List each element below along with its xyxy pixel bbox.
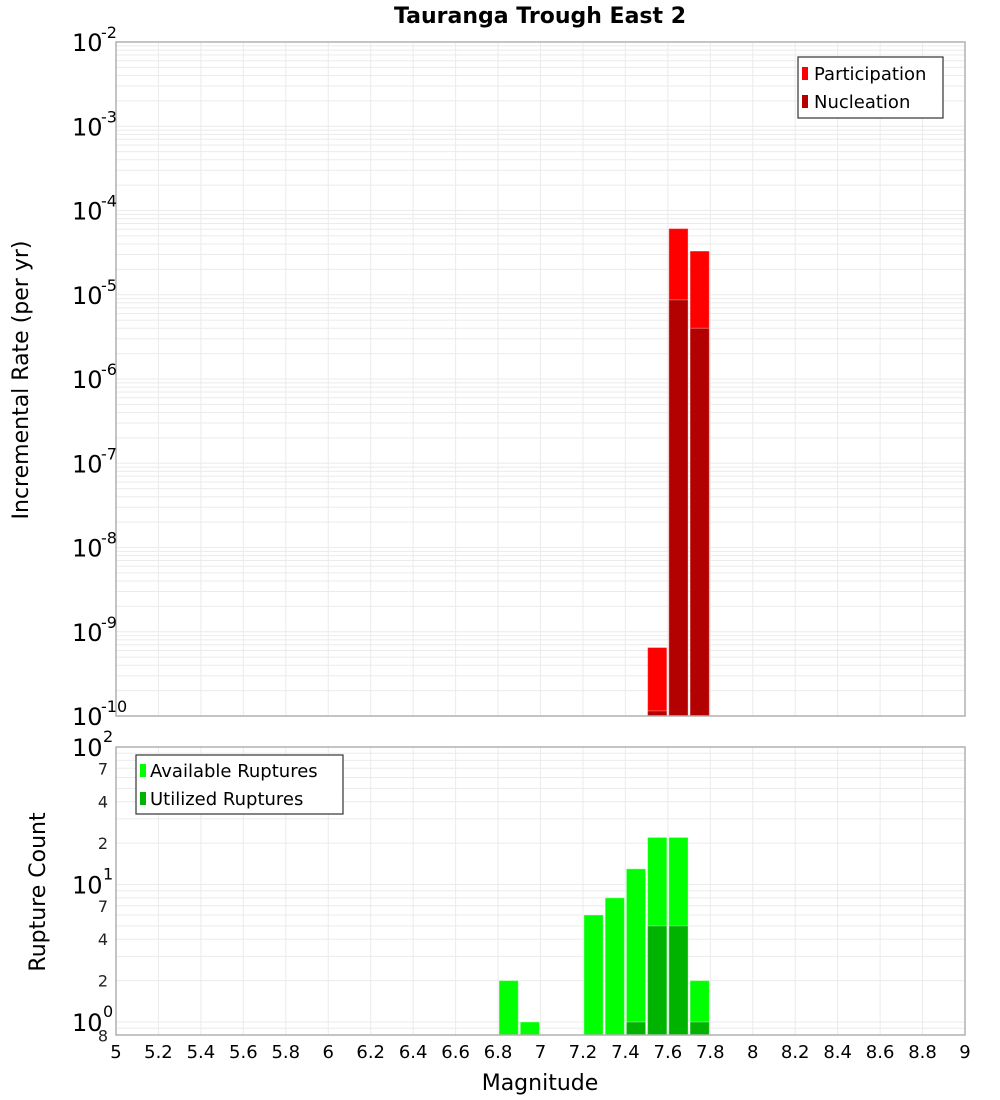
x-tick-label: 5.8 — [271, 1042, 300, 1063]
y-tick-label: 10 — [72, 703, 103, 731]
y-tick-exponent: 0 — [103, 1002, 113, 1021]
y-tick-label: 10 — [72, 198, 103, 226]
y-minor-tick-label: 2 — [98, 972, 108, 991]
y-tick-exponent: -7 — [101, 444, 117, 463]
y-tick-label: 10 — [72, 734, 103, 762]
x-tick-label: 5.2 — [144, 1042, 173, 1063]
x-tick-label: 9 — [959, 1042, 970, 1063]
x-axis-label: Magnitude — [482, 1071, 599, 1096]
y-tick-label: 10 — [72, 450, 103, 478]
y-minor-tick-label: 4 — [98, 930, 108, 949]
available-bar — [583, 914, 604, 1036]
x-tick-label: 7 — [535, 1042, 546, 1063]
utilized-bar — [668, 925, 689, 1036]
count-plot-frame — [115, 746, 966, 1036]
y-tick-exponent: -5 — [101, 276, 117, 295]
nucleation-bar — [668, 299, 689, 717]
y-tick-label: 10 — [72, 1009, 103, 1037]
y-tick-label: 10 — [72, 619, 103, 647]
utilized-bar — [647, 925, 668, 1036]
y-minor-tick-label: 2 — [98, 834, 108, 853]
x-tick-label: 8.4 — [823, 1042, 852, 1063]
utilized-bar — [689, 1021, 710, 1036]
y-tick-label: 10 — [72, 872, 103, 900]
x-tick-label: 6.4 — [399, 1042, 428, 1063]
x-tick-label: 7.6 — [654, 1042, 683, 1063]
x-tick-label: 7.8 — [696, 1042, 725, 1063]
y-tick-exponent: -10 — [101, 697, 127, 716]
available-bar — [625, 868, 647, 1036]
x-tick-label: 6.6 — [441, 1042, 470, 1063]
count-plot-y-label: Rupture Count — [26, 812, 51, 972]
count-plot-bars — [498, 836, 710, 1036]
y-minor-tick-label: 8 — [98, 1026, 108, 1045]
x-tick-label: 6.8 — [484, 1042, 513, 1063]
y-tick-exponent: -8 — [101, 529, 117, 548]
x-axis-ticks: 5 5.2 5.4 5.6 5.8 6 6.2 6.4 6.6 6.8 7 7.2 7.4 7.6 7.8 8… — [110, 1042, 970, 1063]
available-swatch — [140, 764, 146, 777]
rate-plot-grid — [116, 42, 965, 717]
y-minor-tick-label: 4 — [98, 793, 108, 812]
rate-plot-frame — [115, 41, 966, 717]
y-minor-tick-label: 7 — [98, 759, 108, 778]
x-tick-label: 8.8 — [908, 1042, 937, 1063]
legend-utilized: Utilized Ruptures — [150, 789, 303, 810]
y-tick-label: 10 — [72, 113, 103, 141]
rate-plot-legend: Participation Nucleation — [797, 56, 944, 119]
x-tick-label: 7.4 — [611, 1042, 640, 1063]
rate-plot-y-ticks: 10-210-310-410-510-610-710-810-910-10 — [72, 23, 127, 731]
nucleation-swatch — [802, 95, 808, 108]
legend-nucleation: Nucleation — [814, 92, 910, 113]
y-tick-exponent: -3 — [101, 107, 117, 126]
legend-available: Available Ruptures — [150, 761, 318, 782]
participation-swatch — [802, 67, 808, 80]
rate-plot-y-label: Incremental Rate (per yr) — [9, 241, 34, 520]
x-tick-label: 8 — [747, 1042, 758, 1063]
utilized-swatch — [140, 792, 146, 805]
y-tick-label: 10 — [72, 366, 103, 394]
y-tick-label: 10 — [72, 535, 103, 563]
legend-participation: Participation — [814, 64, 926, 85]
available-bar — [519, 1021, 541, 1036]
nucleation-bar — [689, 327, 710, 717]
x-tick-label: 5.4 — [187, 1042, 216, 1063]
x-tick-label: 6 — [323, 1042, 334, 1063]
x-tick-label: 5.6 — [229, 1042, 258, 1063]
x-tick-label: 8.6 — [866, 1042, 895, 1063]
y-minor-tick-label: 7 — [98, 897, 108, 916]
x-tick-label: 8.2 — [781, 1042, 810, 1063]
rate-plot-bars — [647, 228, 710, 717]
y-tick-exponent: -6 — [101, 360, 117, 379]
y-tick-exponent: -4 — [101, 192, 117, 211]
y-tick-label: 10 — [72, 29, 103, 57]
y-tick-exponent: 1 — [103, 865, 113, 884]
available-bar — [604, 897, 625, 1036]
participation-bar — [647, 647, 668, 717]
rate-plot: 10-210-310-410-510-610-710-810-910-10 In… — [9, 23, 966, 731]
x-tick-label: 5 — [110, 1042, 121, 1063]
y-tick-exponent: -9 — [101, 613, 117, 632]
utilized-bar — [625, 1021, 647, 1036]
chart-title: Tauranga Trough East 2 — [394, 4, 686, 29]
y-tick-label: 10 — [72, 282, 103, 310]
available-bar — [498, 980, 519, 1036]
count-plot-legend: Available Ruptures Utilized Ruptures — [135, 754, 344, 815]
y-tick-exponent: 2 — [103, 727, 113, 746]
y-tick-exponent: -2 — [101, 23, 117, 42]
x-tick-label: 7.2 — [569, 1042, 598, 1063]
nucleation-bar — [647, 710, 668, 717]
x-tick-label: 6.2 — [356, 1042, 385, 1063]
